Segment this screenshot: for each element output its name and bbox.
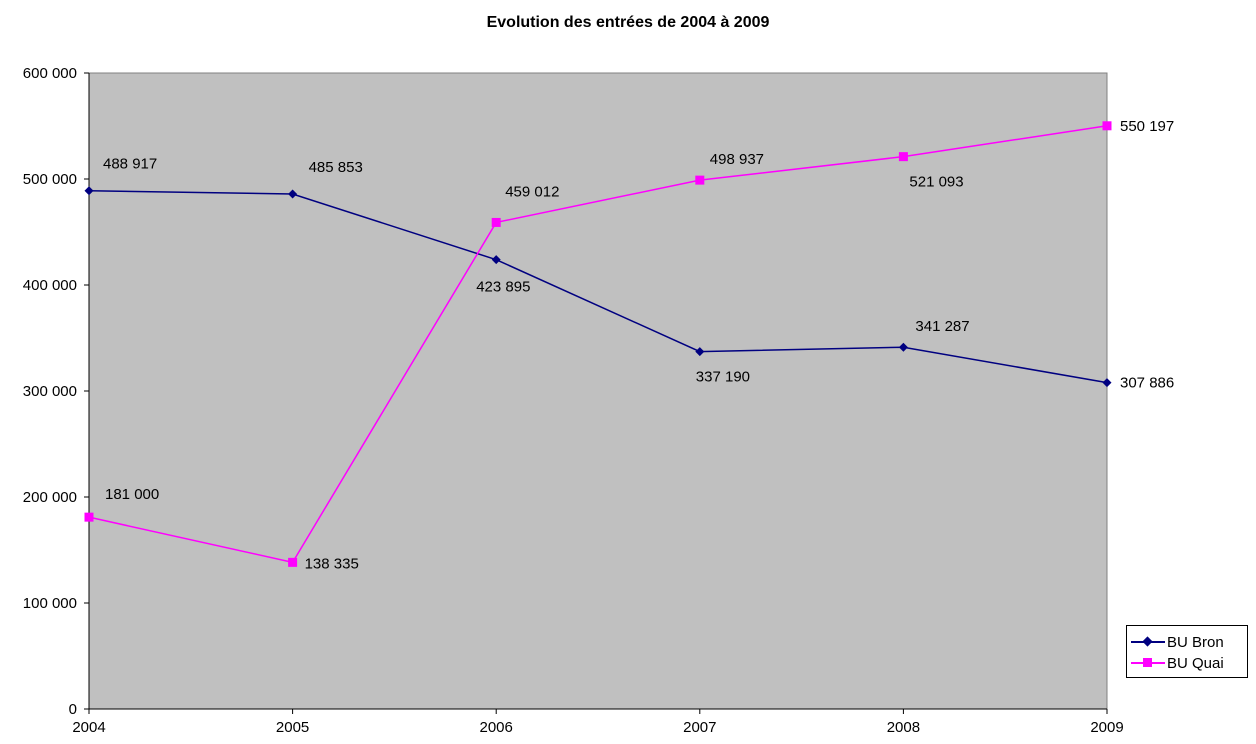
data-point-bu-bron [288,189,298,199]
data-label-bu-bron: 337 190 [696,369,750,386]
data-point-bu-quai [898,152,908,162]
data-label-bu-quai: 521 093 [909,174,963,191]
data-point-bu-bron [898,342,908,352]
data-label-bu-bron: 307 886 [1120,375,1174,392]
data-label-bu-bron: 485 853 [309,159,363,176]
data-label-bu-quai: 550 197 [1120,118,1174,135]
y-tick-label: 600 000 [23,65,77,82]
x-tick-label: 2005 [276,719,309,736]
legend-swatch-bu-quai [1131,657,1165,669]
data-point-bu-bron [695,347,705,357]
plot-area [88,72,1108,710]
legend-swatch-bu-bron [1131,636,1165,648]
y-tick-label: 300 000 [23,383,77,400]
data-point-bu-bron [491,255,501,265]
data-label-bu-quai: 181 000 [105,486,159,503]
legend-label-bu-bron: BU Bron [1167,633,1224,651]
legend-item-bu-bron: BU Bron [1131,632,1224,652]
y-tick-label: 0 [69,701,77,718]
legend-label-bu-quai: BU Quai [1167,654,1224,672]
y-tick-label: 400 000 [23,277,77,294]
data-point-bu-quai [288,557,298,567]
x-tick-label: 2009 [1090,719,1123,736]
data-label-bu-bron: 423 895 [476,279,530,296]
data-point-bu-bron [1102,378,1112,388]
y-tick-label: 500 000 [23,171,77,188]
data-point-bu-quai [695,175,705,185]
x-tick-label: 2004 [72,719,105,736]
series-line-bu-bron [88,189,1108,384]
data-point-bu-quai [84,512,94,522]
data-label-bu-bron: 341 287 [915,318,969,335]
data-label-bu-quai: 138 335 [305,555,359,572]
data-label-bu-bron: 488 917 [103,156,157,173]
data-point-bu-quai [491,217,501,227]
series-line-bu-quai [88,125,1108,564]
data-point-bu-quai [1102,121,1112,131]
x-tick-label: 2008 [887,719,920,736]
data-label-bu-quai: 459 012 [505,183,559,200]
chart-title: Evolution des entrées de 2004 à 2009 [486,14,770,31]
data-label-bu-quai: 498 937 [710,151,764,168]
y-tick-label: 100 000 [23,595,77,612]
data-point-bu-bron [84,186,94,196]
legend-item-bu-quai: BU Quai [1131,653,1224,673]
x-tick-label: 2007 [683,719,716,736]
y-tick-label: 200 000 [23,489,77,506]
legend: BU Bron BU Quai [1126,625,1248,678]
x-tick-label: 2006 [480,719,513,736]
